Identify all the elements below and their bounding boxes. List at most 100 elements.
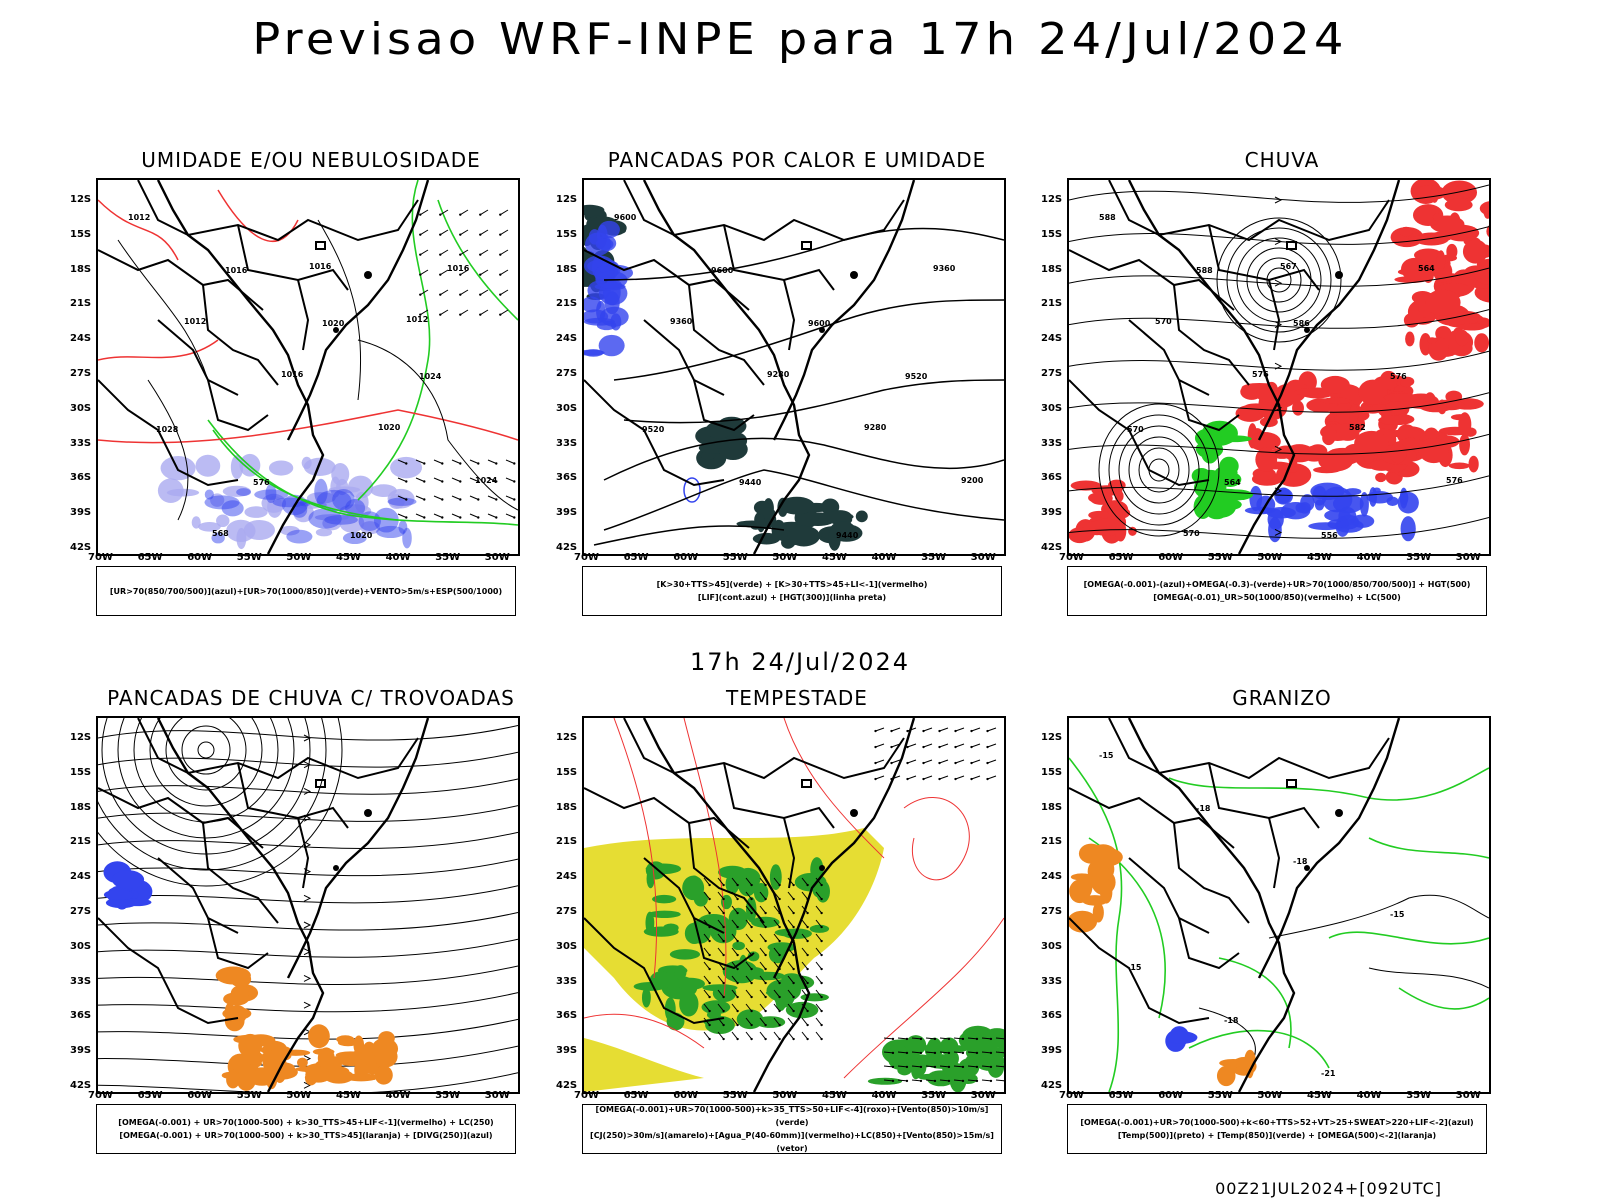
panel-legend: [OMEGA(-0.001)+UR>70(1000-500)+k>35_TTS>…: [582, 1104, 1002, 1154]
longitude-label: 30W: [484, 1090, 510, 1101]
forecast-map: -15 -18 -18 -15 -15 -18 -21: [1067, 716, 1491, 1094]
latitude-label: 39S: [70, 1045, 92, 1057]
longitude-label: 40W: [1356, 552, 1382, 563]
longitude-label: 55W: [722, 552, 748, 563]
legend-line: [OMEGA(-0.01)_UR>50(1000/850)(vermelho) …: [1153, 593, 1401, 602]
latitude-label: 12S: [70, 194, 92, 205]
contour-label: 1024: [419, 372, 442, 381]
longitude-label: 40W: [871, 1090, 897, 1101]
contour-label: 586: [1293, 319, 1310, 328]
panel-legend: [OMEGA(-0.001) + UR>70(1000-500) + k>30_…: [96, 1104, 516, 1154]
latitude-label: 42S: [70, 542, 92, 553]
map-panel: CHUVA 588 588 586 576 570 564 556 564 570 576 582 57…: [1041, 148, 1497, 616]
longitude-label: 45W: [1307, 1090, 1332, 1101]
longitude-label: 55W: [236, 552, 262, 563]
longitude-label: 35W: [1406, 552, 1432, 563]
longitude-label: 50W: [772, 1090, 798, 1101]
contour-label: -15: [1099, 751, 1114, 760]
latitude-label: 12S: [1041, 194, 1063, 205]
map-panel: PANCADAS DE CHUVA C/ TROVOADAS 12S 15S 18S 2…: [70, 686, 526, 1154]
panel-title: CHUVA: [1244, 148, 1320, 172]
longitude-label: 40W: [385, 1090, 411, 1101]
longitude-label: 60W: [1158, 1090, 1184, 1101]
latitude-label: 36S: [556, 1010, 578, 1022]
panel-title: PANCADAS POR CALOR E UMIDADE: [607, 148, 987, 172]
longitude-label: 45W: [336, 1090, 361, 1101]
legend-line: [OMEGA(-0.001)+UR>70(1000-500)+k<60+TTS>…: [1080, 1118, 1474, 1127]
latitude-label: 15S: [70, 228, 92, 240]
map-canvas: 9600 9600 9600 9520 9520 9440 9440 9360 9360 9280…: [584, 180, 1004, 554]
panel-title: UMIDADE E/OU NEBULOSIDADE: [141, 148, 481, 172]
longitude-label: 40W: [385, 552, 411, 563]
longitude-label: 30W: [1455, 1090, 1481, 1101]
latitude-label: 24S: [556, 871, 578, 883]
latitude-label: 30S: [1041, 402, 1063, 414]
contour-label: 1016: [309, 262, 332, 271]
longitude-label: 35W: [1406, 1090, 1432, 1101]
contour-label: 9440: [836, 531, 859, 540]
longitude-label: 35W: [435, 1090, 461, 1101]
forecast-map: [96, 716, 520, 1094]
legend-line: [OMEGA(-0.001) + UR>70(1000-500) + k>30_…: [119, 1131, 493, 1140]
latitude-label: 36S: [1041, 472, 1063, 484]
contour-label: 1016: [281, 370, 304, 379]
longitude-label: 55W: [236, 1090, 262, 1101]
contour-label: 1020: [322, 319, 345, 328]
legend-line: [OMEGA(-0.001) + UR>70(1000-500) + k>30_…: [118, 1118, 494, 1127]
contour-label: 1012: [128, 213, 150, 222]
contour-label: 1024: [475, 476, 498, 485]
longitude-label: 55W: [1207, 1090, 1233, 1101]
latitude-label: 27S: [70, 368, 92, 379]
run-info-footer: 00Z21JUL2024+[092UTC]: [1215, 1179, 1442, 1198]
longitude-label: 45W: [336, 552, 361, 563]
legend-line: [K>30+TTS>45](verde) + [K>30+TTS>45+LI<-…: [656, 580, 928, 589]
longitude-label: 65W: [623, 552, 649, 563]
panel-title: TEMPESTADE: [726, 686, 868, 710]
longitude-label: 50W: [1257, 552, 1283, 563]
contour-label: 9200: [961, 476, 984, 485]
contour-label: 1028: [156, 425, 179, 434]
longitude-label: 50W: [772, 552, 798, 563]
contour-label: 1016: [225, 266, 248, 275]
latitude-label: 39S: [556, 507, 578, 519]
longitude-label: 65W: [137, 1090, 163, 1101]
latitude-label: 42S: [1041, 542, 1063, 553]
contour-label: 1020: [378, 423, 401, 432]
contour-label: 9440: [739, 478, 762, 487]
latitude-label: 24S: [1041, 333, 1063, 345]
latitude-label: 18S: [1041, 801, 1063, 813]
contour-label: 1016: [447, 264, 470, 273]
contour-label: 576: [1252, 370, 1269, 379]
contour-label: 576: [253, 478, 270, 487]
latitude-label: 15S: [556, 766, 578, 778]
latitude-label: 21S: [556, 836, 578, 848]
latitude-label: 18S: [556, 801, 578, 813]
contour-label: 570: [1155, 317, 1172, 326]
contour-label: 564: [1224, 478, 1241, 487]
contour-label: 1012: [406, 315, 428, 324]
latitude-label: 30S: [556, 402, 578, 414]
longitude-label: 50W: [286, 552, 312, 563]
longitude-label: 70W: [574, 552, 599, 563]
latitude-label: 36S: [70, 1010, 92, 1022]
latitude-label: 39S: [1041, 1045, 1063, 1057]
contour-label: 9520: [642, 425, 665, 434]
contour-label: 576: [1446, 476, 1463, 485]
contour-label: 1020: [350, 531, 373, 540]
contour-label: 9280: [864, 423, 887, 432]
legend-line: [UR>70(850/700/500)](azul)+[UR>70(1000/8…: [109, 586, 503, 596]
latitude-label: 27S: [556, 906, 578, 917]
latitude-label: 36S: [1041, 1010, 1063, 1022]
latitude-label: 27S: [1041, 906, 1063, 917]
contour-label: -18: [1196, 804, 1211, 813]
latitude-label: 12S: [1041, 732, 1063, 743]
latitude-label: 12S: [556, 732, 578, 743]
panel-legend: [K>30+TTS>45](verde) + [K>30+TTS>45+LI<-…: [582, 566, 1002, 616]
contour-label: -18: [1293, 857, 1308, 866]
longitude-label: 60W: [673, 1090, 699, 1101]
longitude-label: 45W: [1307, 552, 1332, 563]
latitude-label: 33S: [70, 975, 92, 987]
latitude-label: 12S: [556, 194, 578, 205]
forecast-map: 9600 9600 9600 9520 9520 9440 9440 9360 9360 9280…: [582, 178, 1006, 556]
longitude-label: 70W: [1059, 552, 1084, 563]
